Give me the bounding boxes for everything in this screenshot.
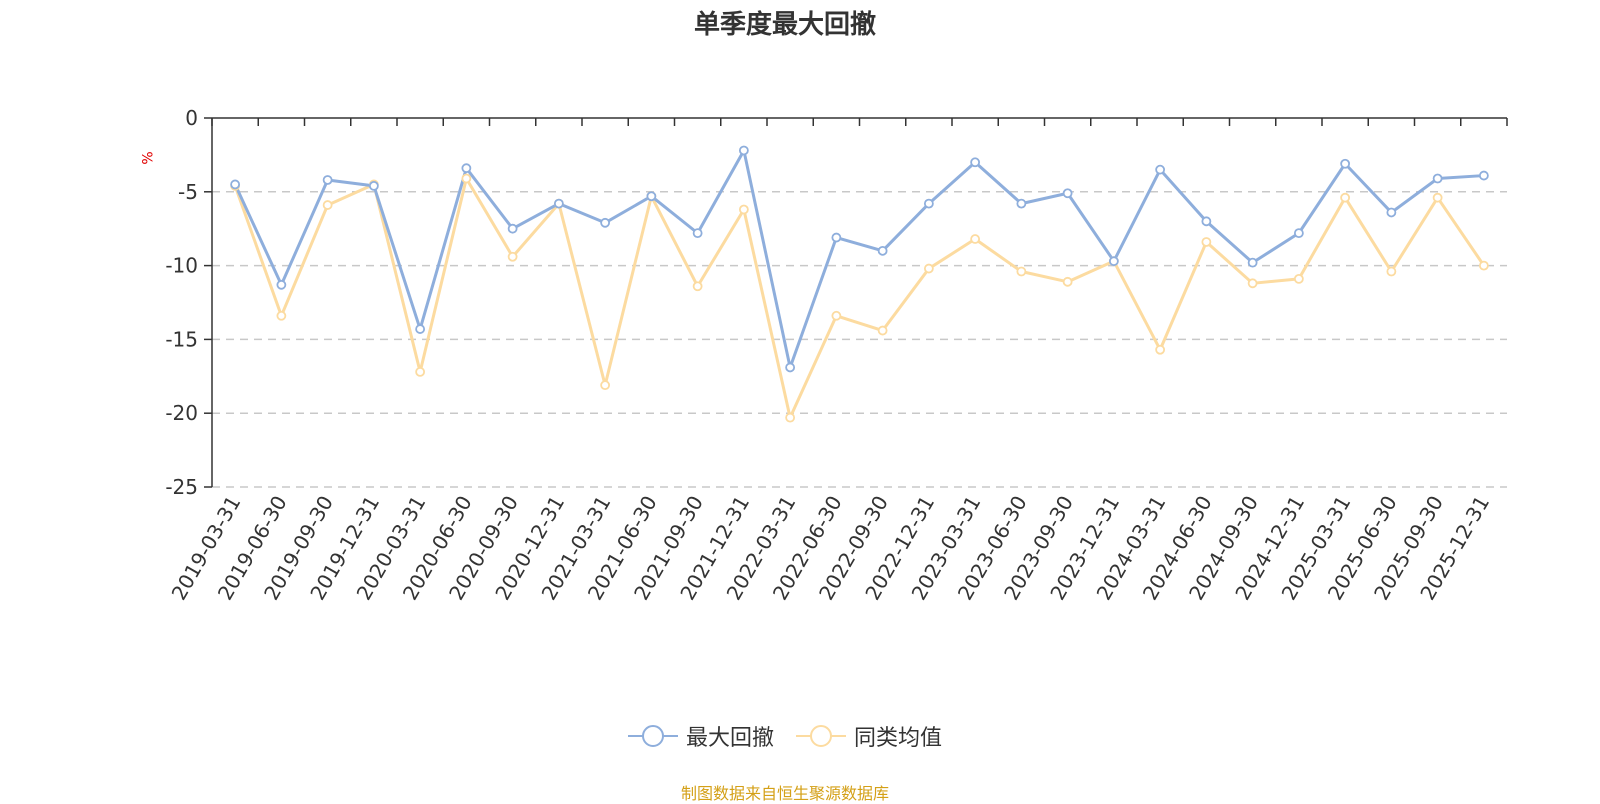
point-s1-18 (1062, 276, 1073, 287)
grid-layer (212, 191, 1507, 488)
point-s0-17 (1016, 198, 1027, 209)
point-s0-10 (692, 228, 703, 239)
legend-label-series-1: 同类均值 (854, 726, 943, 751)
point-s0-4 (415, 324, 426, 334)
point-s0-22 (1247, 257, 1258, 268)
y-tick-label-5: -25 (165, 475, 198, 499)
point-s0-15 (923, 198, 934, 209)
legend-label-series-0: 最大回撤 (685, 726, 774, 751)
point-s0-0 (230, 179, 241, 190)
point-s0-26 (1432, 173, 1443, 184)
point-s0-16 (970, 157, 981, 168)
point-s1-11 (738, 204, 749, 215)
source-note: 制图数据来自恒生聚源数据库 (680, 784, 889, 803)
point-s0-19 (1108, 256, 1119, 267)
point-s1-17 (1016, 266, 1027, 277)
point-s1-15 (923, 263, 934, 274)
point-s0-5 (461, 163, 472, 174)
y-tick-label-2: -10 (165, 254, 198, 278)
point-s1-12 (785, 412, 796, 423)
series-layer (230, 145, 1489, 423)
point-s0-27 (1478, 170, 1489, 181)
legend-item-series-1[interactable]: 同类均值 (796, 720, 942, 752)
point-s0-21 (1201, 216, 1212, 227)
point-s0-23 (1293, 228, 1304, 239)
legend-marker-series-0 (627, 725, 678, 747)
point-s0-13 (831, 232, 842, 243)
point-s1-24 (1340, 192, 1351, 203)
point-s0-11 (738, 145, 749, 156)
point-s1-2 (322, 200, 333, 210)
legend-marker-series-1 (796, 725, 846, 747)
point-s1-21 (1201, 237, 1212, 247)
point-s0-9 (646, 191, 657, 202)
y-tick-label-1: -5 (178, 180, 198, 204)
point-s1-4 (415, 366, 426, 377)
point-s1-20 (1155, 344, 1166, 355)
point-s1-14 (877, 325, 888, 336)
point-s0-2 (322, 175, 333, 185)
point-s1-26 (1432, 192, 1443, 203)
point-s1-5 (461, 173, 472, 184)
point-s0-12 (785, 362, 796, 373)
point-s0-3 (368, 180, 379, 191)
point-s0-6 (507, 223, 518, 234)
series-line-1 (233, 177, 1486, 420)
label-layer: 0-5-10-15-20-252019-03-312019-06-302019-… (165, 106, 1494, 604)
point-s1-16 (970, 234, 981, 244)
point-s1-22 (1247, 278, 1258, 289)
legend: 最大回撤 同类均值 (0, 720, 1570, 752)
axis-layer (204, 117, 1508, 488)
point-s0-7 (553, 198, 564, 209)
point-s0-25 (1386, 207, 1397, 218)
point-s1-25 (1386, 266, 1397, 277)
point-s0-20 (1155, 164, 1166, 175)
point-s0-8 (600, 217, 611, 228)
point-s0-14 (877, 245, 888, 256)
point-s1-23 (1293, 273, 1304, 284)
point-s0-18 (1062, 188, 1073, 199)
y-tick-label-3: -15 (165, 327, 198, 351)
series-line-0 (233, 148, 1484, 369)
point-s1-8 (600, 380, 611, 391)
point-s1-10 (692, 281, 703, 292)
point-s1-6 (507, 251, 518, 262)
point-s1-13 (831, 310, 842, 321)
y-tick-label-0: 0 (185, 106, 198, 130)
y-tick-label-4: -20 (165, 401, 198, 425)
point-s1-1 (276, 310, 287, 321)
point-s0-1 (276, 279, 287, 290)
point-s1-27 (1478, 260, 1489, 271)
legend-item-series-0[interactable]: 最大回撤 (627, 720, 774, 752)
point-s0-24 (1340, 158, 1351, 169)
chart-title: 单季度最大回撤 (693, 10, 876, 40)
